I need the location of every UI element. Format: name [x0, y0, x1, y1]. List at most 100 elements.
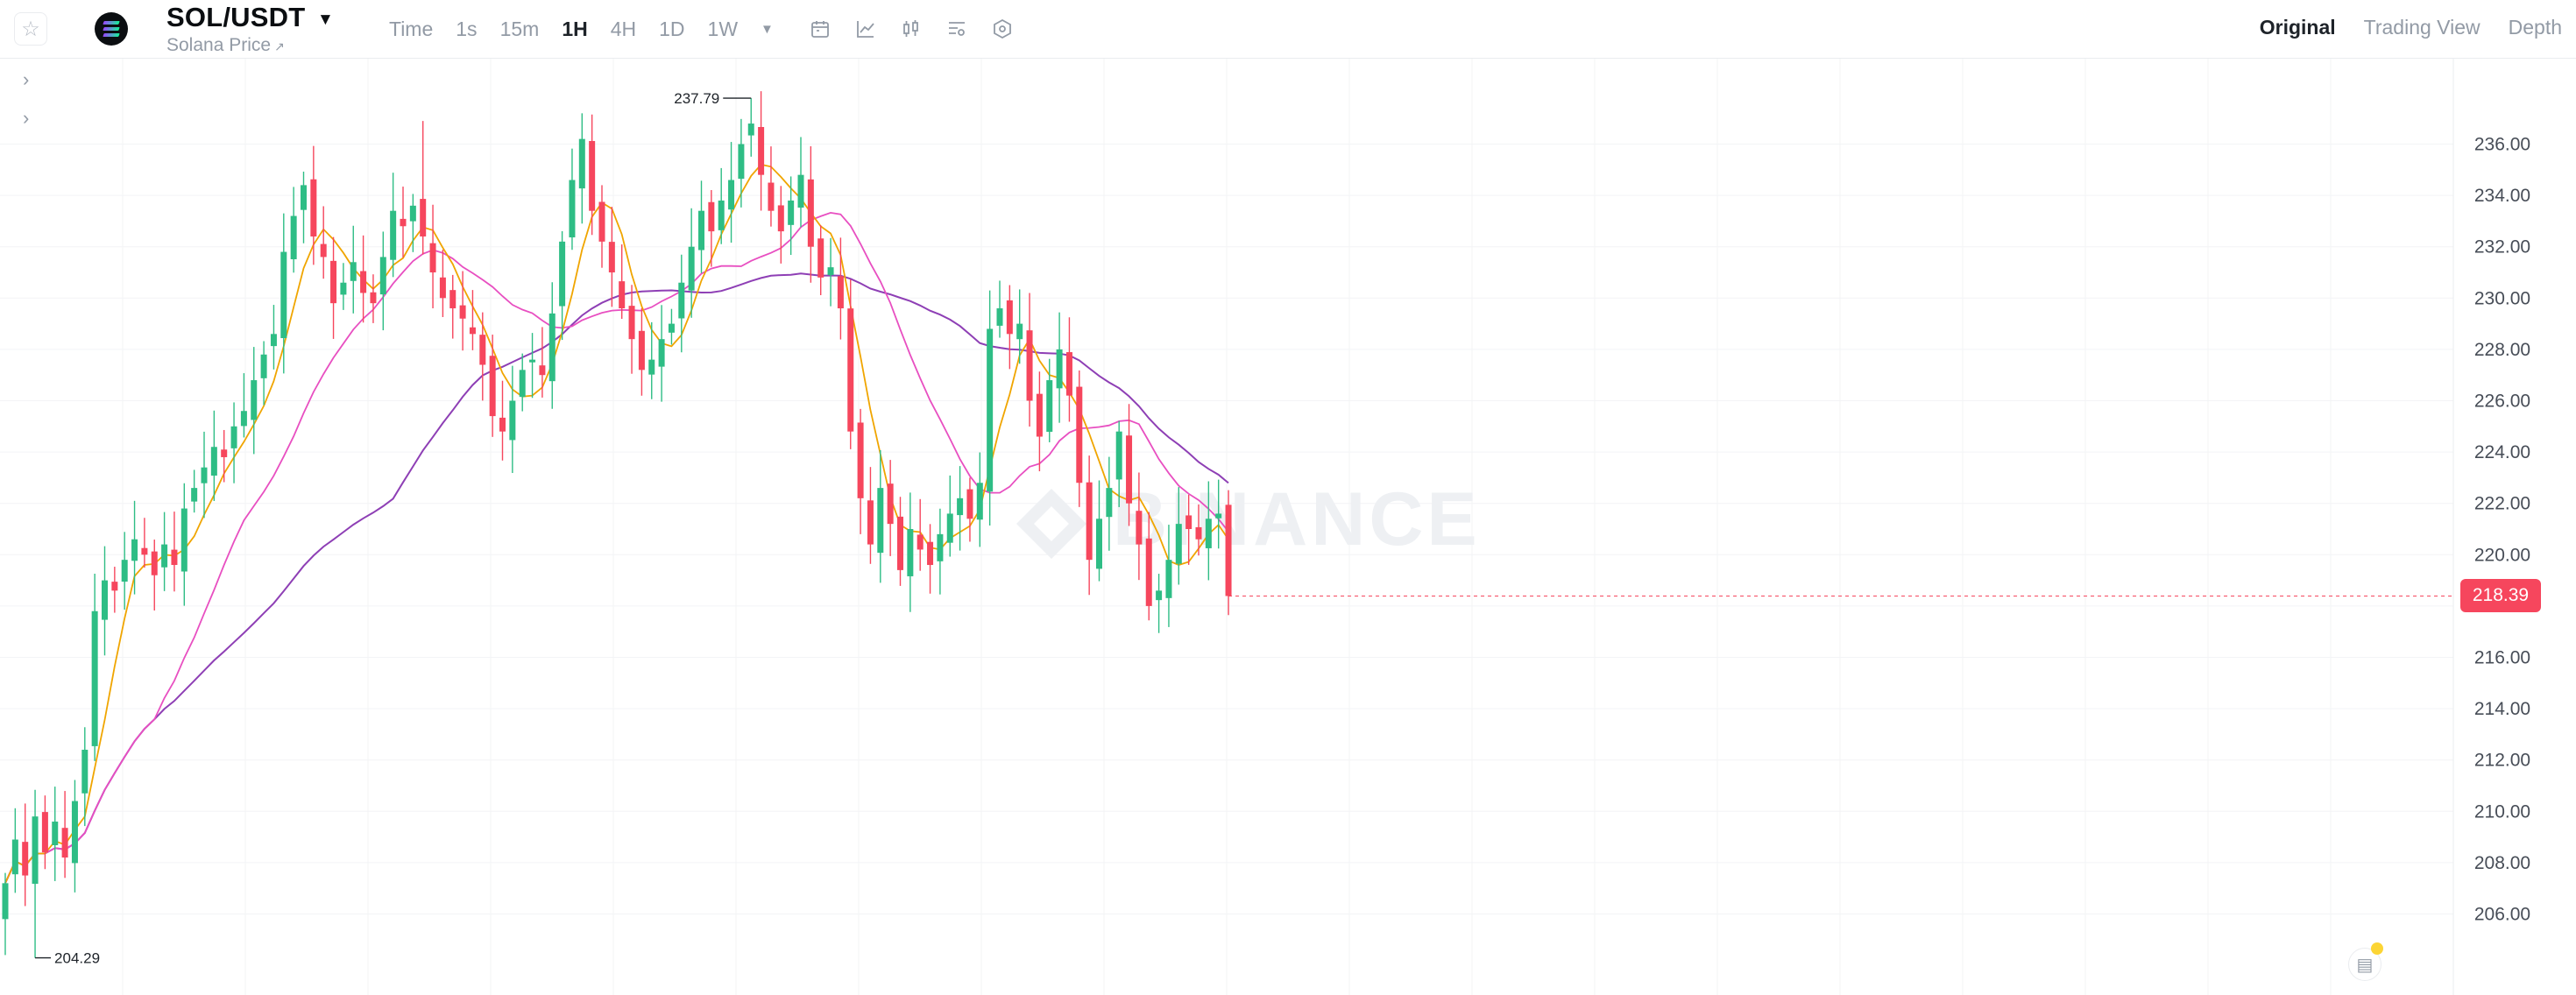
candle-down[interactable] — [807, 145, 814, 283]
candle-up[interactable] — [379, 231, 386, 331]
view-original[interactable]: Original — [2259, 16, 2336, 39]
candle-down[interactable] — [887, 460, 894, 556]
candle-up[interactable] — [280, 213, 287, 374]
candle-down[interactable] — [708, 190, 715, 267]
candlestick-chart[interactable]: BINANCE 206.00 208.00 210.00 212.00 214.00 21… — [0, 59, 2576, 995]
candle-up[interactable] — [11, 808, 18, 893]
chart-settings-icon[interactable] — [944, 16, 970, 42]
coin-price-link[interactable]: Solana Price ↗ — [166, 35, 285, 56]
candle-up[interactable] — [937, 508, 944, 595]
candle-up[interactable] — [1165, 525, 1172, 627]
candle-down[interactable] — [758, 91, 765, 211]
favorite-star-icon[interactable]: ☆ — [14, 12, 47, 46]
candle-down[interactable] — [360, 235, 367, 323]
interval-15m[interactable]: 15m — [499, 17, 540, 40]
candle-down[interactable] — [439, 250, 446, 318]
view-depth[interactable]: Depth — [2508, 16, 2562, 39]
candle-down[interactable] — [1026, 293, 1033, 427]
candle-down[interactable] — [489, 335, 496, 437]
interval-1d[interactable]: 1D — [659, 17, 685, 40]
candle-down[interactable] — [589, 114, 596, 236]
candle-down[interactable] — [151, 540, 158, 611]
candle-down[interactable] — [867, 467, 874, 564]
candle-up[interactable] — [569, 148, 576, 251]
candle-down[interactable] — [449, 274, 456, 339]
candle-up[interactable] — [1115, 420, 1122, 507]
candle-up[interactable] — [1016, 289, 1023, 364]
candle-down[interactable] — [608, 207, 615, 307]
candle-down[interactable] — [479, 312, 486, 401]
candle-up[interactable] — [688, 208, 695, 318]
candle-up[interactable] — [52, 787, 59, 881]
hexagon-settings-icon[interactable] — [989, 16, 1016, 42]
candle-up[interactable] — [827, 237, 834, 307]
candle-up[interactable] — [1205, 481, 1212, 581]
candle-down[interactable] — [897, 497, 903, 586]
symbol-selector[interactable]: SOL/USDT — [166, 2, 306, 32]
interval-1w[interactable]: 1W — [707, 17, 739, 40]
candle-up[interactable] — [529, 333, 536, 399]
candle-up[interactable] — [1156, 574, 1163, 633]
candle-down[interactable] — [1086, 455, 1093, 596]
candle-up[interactable] — [161, 512, 168, 591]
candle-down[interactable] — [111, 567, 118, 613]
candle-up[interactable] — [996, 280, 1003, 338]
candle-up[interactable] — [957, 466, 964, 551]
candle-down[interactable] — [1065, 317, 1072, 422]
candle-up[interactable] — [1215, 479, 1222, 549]
candle-up[interactable] — [728, 142, 735, 243]
candle-down[interactable] — [41, 795, 48, 870]
candle-up[interactable] — [350, 225, 357, 314]
calendar-icon[interactable] — [807, 16, 833, 42]
candle-up[interactable] — [102, 546, 108, 656]
chart-area[interactable]: BINANCE 206.00 208.00 210.00 212.00 214.00 21… — [0, 59, 2576, 995]
candle-down[interactable] — [927, 524, 934, 594]
interval-1s[interactable]: 1s — [456, 17, 478, 40]
candle-down[interactable] — [1076, 370, 1083, 507]
candle-down[interactable] — [847, 279, 854, 449]
candle-up[interactable] — [648, 321, 655, 399]
candle-down[interactable] — [628, 285, 635, 374]
candle-up[interactable] — [1106, 456, 1113, 551]
candle-down[interactable] — [400, 187, 407, 258]
candle-up[interactable] — [251, 347, 258, 455]
candle-down[interactable] — [768, 146, 775, 227]
candle-up[interactable] — [191, 469, 198, 513]
candle-up[interactable] — [797, 137, 804, 228]
candle-down[interactable] — [61, 791, 68, 879]
candle-up[interactable] — [718, 167, 725, 244]
candle-up[interactable] — [390, 173, 397, 278]
candle-up[interactable] — [290, 187, 297, 273]
candle-down[interactable] — [310, 145, 317, 265]
candle-down[interactable] — [141, 518, 148, 568]
candle-down[interactable] — [22, 803, 29, 907]
candle-up[interactable] — [180, 483, 188, 606]
candle-down[interactable] — [429, 204, 436, 309]
candle-up[interactable] — [987, 290, 994, 526]
candle-up[interactable] — [131, 500, 138, 595]
candle-down[interactable] — [469, 290, 476, 350]
candle-down[interactable] — [817, 225, 824, 295]
candle-up[interactable] — [2, 872, 9, 956]
candle-up[interactable] — [519, 353, 526, 412]
candle-up[interactable] — [907, 492, 914, 612]
candle-down[interactable] — [221, 429, 228, 483]
candle-down[interactable] — [857, 408, 864, 534]
interval-1h[interactable]: 1H — [562, 17, 588, 40]
candle-down[interactable] — [1136, 472, 1143, 581]
candle-up[interactable] — [658, 305, 665, 402]
candle-down[interactable] — [1036, 371, 1043, 472]
candle-up[interactable] — [71, 780, 78, 893]
candle-up[interactable] — [340, 263, 347, 310]
candle-up[interactable] — [210, 410, 217, 501]
expand-indicators-icon[interactable]: › — [23, 107, 30, 129]
candle-up[interactable] — [747, 98, 754, 157]
candle-down[interactable] — [1195, 504, 1202, 556]
candle-down[interactable] — [1006, 285, 1013, 370]
interval-time[interactable]: Time — [389, 17, 434, 40]
candle-down[interactable] — [330, 236, 337, 339]
candle-up[interactable] — [121, 532, 128, 610]
candle-down[interactable] — [1126, 404, 1133, 526]
candle-up[interactable] — [1096, 480, 1102, 582]
candle-down[interactable] — [420, 121, 427, 255]
